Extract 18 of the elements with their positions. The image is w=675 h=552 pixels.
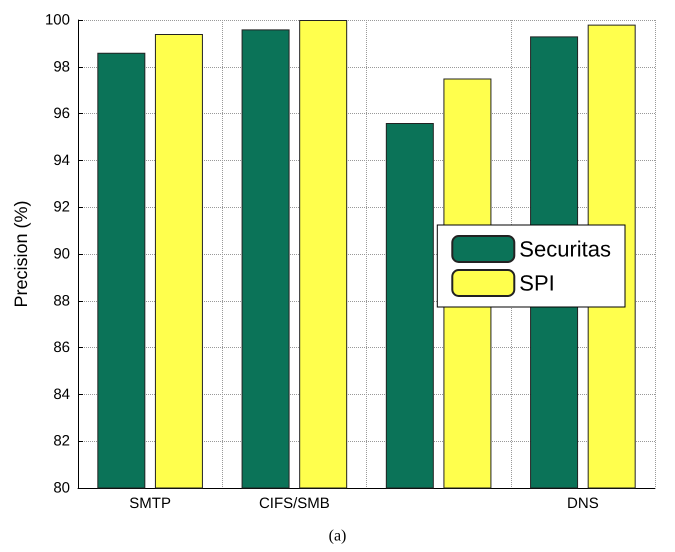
y-tick-label: 94 [53,152,70,169]
y-tick-label: 84 [53,386,70,403]
y-tick-label: 88 [53,292,70,310]
x-tick-label: CIFS/SMB [258,495,330,512]
legend-label: SPI [519,270,555,296]
x-tick-label: SMTP [129,495,171,512]
y-tick-label: 90 [53,246,70,262]
y-tick-label: 82 [53,432,70,450]
y-tick-label: 80 [53,480,70,496]
y-tick-label: 100 [44,12,70,28]
y-tick-label: 96 [53,105,70,122]
y-tick-label: 98 [53,58,70,76]
y-tick-label: 92 [53,198,70,216]
text: (a) [328,528,346,544]
x-tick-label: DNS [567,495,599,512]
y-axis-title: Precision (%) [11,200,31,308]
y-tick-label: 86 [53,339,70,356]
legend-label: Securitas [519,236,612,262]
